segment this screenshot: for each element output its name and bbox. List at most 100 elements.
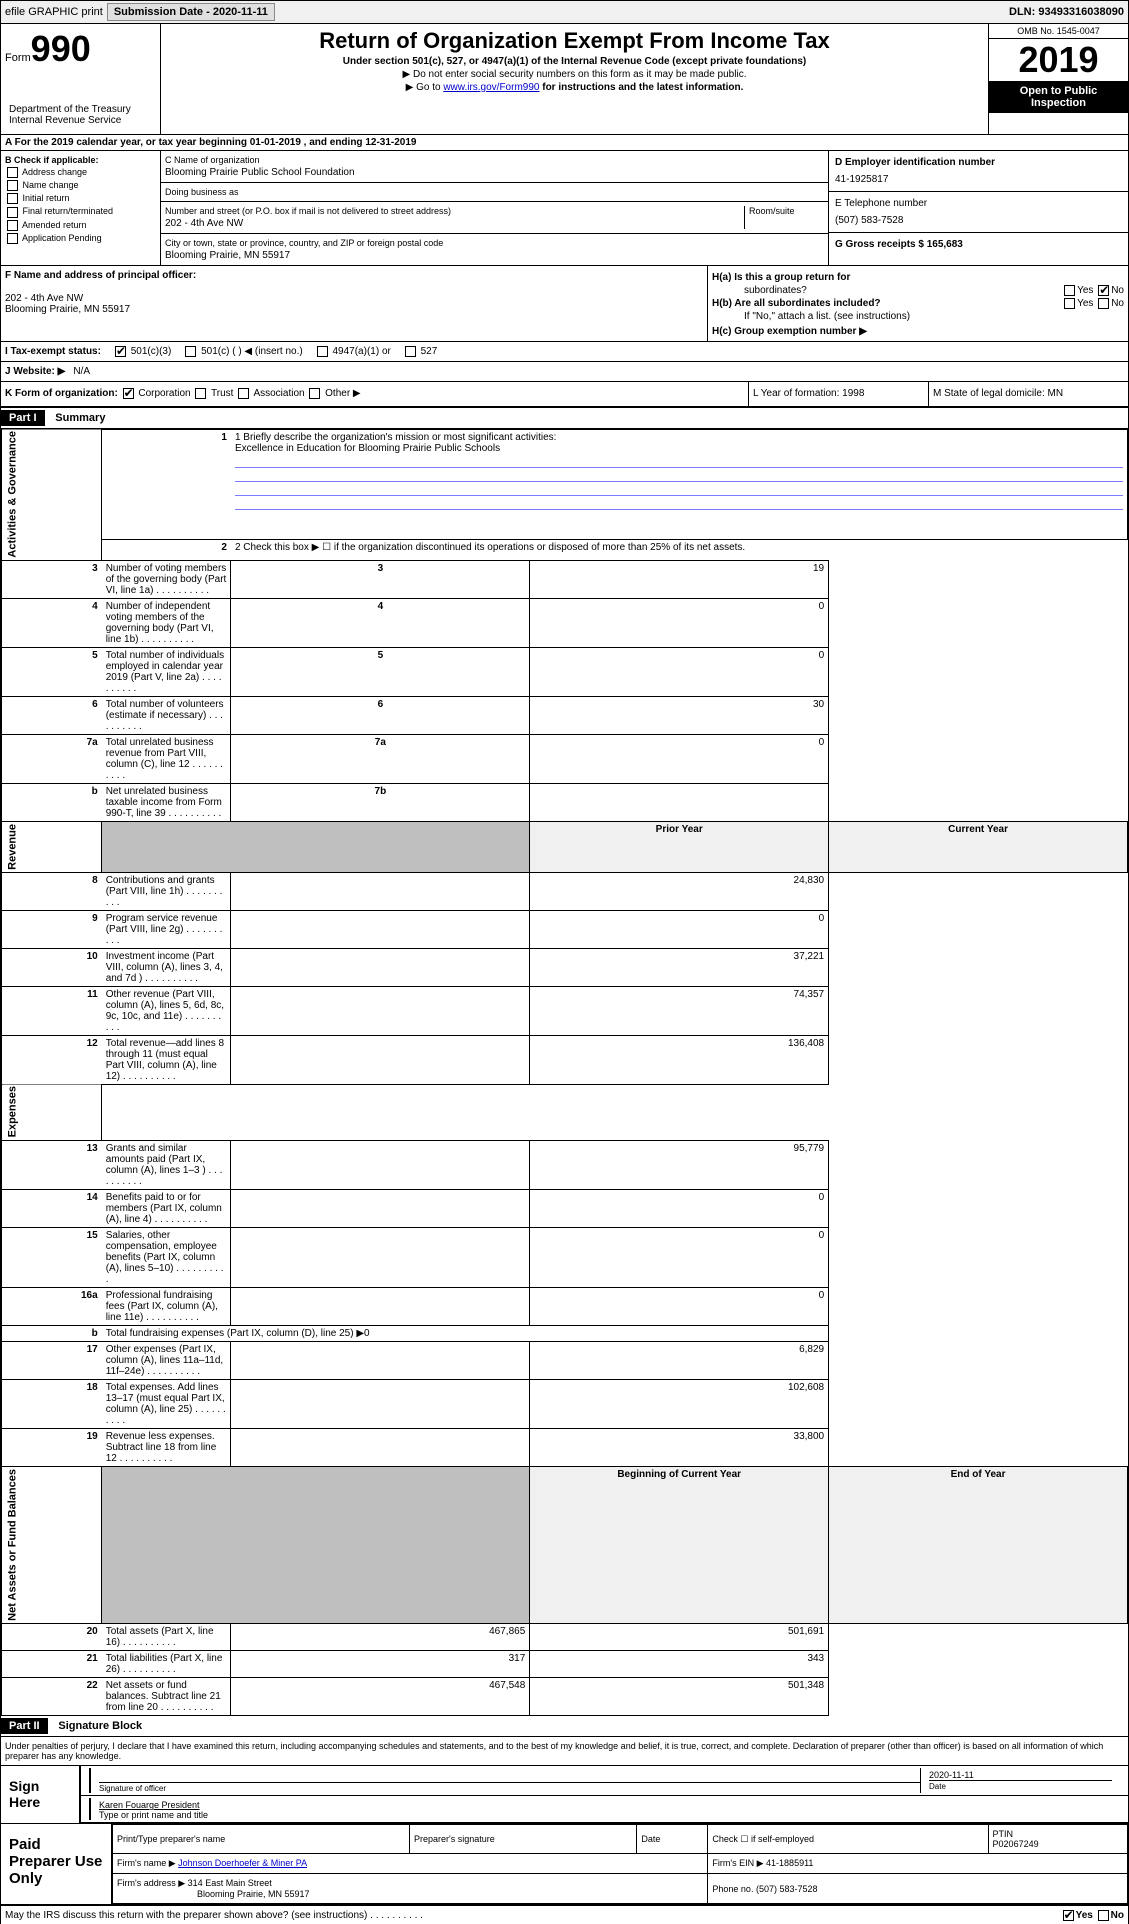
- ha-yes-checkbox[interactable]: [1064, 285, 1075, 296]
- row-val: 0: [530, 599, 829, 648]
- submission-date-button[interactable]: Submission Date - 2020-11-11: [107, 3, 275, 21]
- row-desc: Grants and similar amounts paid (Part IX…: [102, 1141, 231, 1190]
- sig-date-label: Date: [929, 1780, 1112, 1791]
- form-title: Return of Organization Exempt From Incom…: [165, 28, 984, 54]
- section-b: B Check if applicable: Address change Na…: [1, 151, 1128, 266]
- sig-officer-label: Signature of officer: [99, 1782, 920, 1793]
- row-colnum: 6: [231, 697, 530, 735]
- b-item-4: Amended return: [22, 220, 87, 230]
- row-prior: [231, 1035, 530, 1084]
- amended-return-checkbox[interactable]: [7, 220, 18, 231]
- org-name: Blooming Prairie Public School Foundatio…: [165, 167, 824, 178]
- b-item-3: Final return/terminated: [23, 206, 114, 216]
- ha-no-checkbox[interactable]: [1098, 285, 1109, 296]
- vlabel-exp: Expenses: [2, 1084, 102, 1140]
- row-prior: [231, 1380, 530, 1429]
- row-num: 11: [2, 986, 102, 1035]
- row-num: 18: [2, 1380, 102, 1429]
- corporation-checkbox[interactable]: [123, 388, 134, 399]
- part2-header: Part II: [1, 1718, 48, 1734]
- association-checkbox[interactable]: [238, 388, 249, 399]
- subtitle-3: ▶ Go to www.irs.gov/Form990 for instruct…: [165, 82, 984, 93]
- row-curr: 0: [530, 910, 829, 948]
- row-desc: Number of independent voting members of …: [102, 599, 231, 648]
- addr-label: Number and street (or P.O. box if mail i…: [165, 206, 744, 216]
- i1: 501(c)(3): [131, 346, 172, 357]
- tax-year: 2019: [989, 39, 1128, 81]
- 501c3-checkbox[interactable]: [115, 346, 126, 357]
- row-num: 3: [2, 561, 102, 599]
- sub3-pre: ▶ Go to: [406, 82, 444, 93]
- row-desc: Benefits paid to or for members (Part IX…: [102, 1190, 231, 1228]
- end-year-hdr: End of Year: [829, 1467, 1128, 1624]
- c-label: C Name of organization: [165, 155, 824, 165]
- hb-no-checkbox[interactable]: [1098, 298, 1109, 309]
- b-item-1: Name change: [23, 180, 79, 190]
- firm-name-link[interactable]: Johnson Doerhoefer & Miner PA: [178, 1858, 307, 1868]
- row-prior: [231, 986, 530, 1035]
- other-checkbox[interactable]: [309, 388, 320, 399]
- k-label: K Form of organization:: [5, 389, 118, 400]
- 527-checkbox[interactable]: [405, 346, 416, 357]
- perjury-text: Under penalties of perjury, I declare th…: [1, 1737, 1128, 1765]
- row-curr: 102,608: [530, 1380, 829, 1429]
- row-prior: 317: [231, 1651, 530, 1678]
- row-curr: 501,348: [530, 1678, 829, 1716]
- discuss-yes-checkbox[interactable]: [1063, 1910, 1074, 1921]
- irs-link[interactable]: www.irs.gov/Form990: [443, 82, 539, 93]
- application-pending-checkbox[interactable]: [7, 233, 18, 244]
- part2-header-row: Part II Signature Block: [1, 1716, 1128, 1737]
- signature-section: Under penalties of perjury, I declare th…: [1, 1737, 1128, 1824]
- trust-checkbox[interactable]: [195, 388, 206, 399]
- discuss-no-checkbox[interactable]: [1098, 1910, 1109, 1921]
- i2: 501(c) ( ) ◀ (insert no.): [201, 346, 303, 357]
- row-num: 16a: [2, 1288, 102, 1326]
- name-change-checkbox[interactable]: [7, 180, 18, 191]
- k4: Other ▶: [325, 389, 360, 400]
- e-label: E Telephone number: [835, 198, 1122, 209]
- row-val: [530, 784, 829, 822]
- city-state-zip: Blooming Prairie, MN 55917: [165, 250, 824, 261]
- b-item-0: Address change: [22, 167, 87, 177]
- final-return-checkbox[interactable]: [7, 207, 18, 218]
- row-curr: 74,357: [530, 986, 829, 1035]
- row-desc: Net assets or fund balances. Subtract li…: [102, 1678, 231, 1716]
- blank-hdr: [102, 822, 530, 873]
- row-desc: Total fundraising expenses (Part IX, col…: [102, 1326, 829, 1342]
- k1: Corporation: [138, 389, 190, 400]
- firm-addr2: Blooming Prairie, MN 55917: [117, 1889, 310, 1899]
- address-change-checkbox[interactable]: [7, 167, 18, 178]
- row-prior: 467,548: [231, 1678, 530, 1716]
- row-desc: Contributions and grants (Part VIII, lin…: [102, 872, 231, 910]
- row-num: b: [2, 784, 102, 822]
- b-item-2: Initial return: [23, 193, 70, 203]
- city-label: City or town, state or province, country…: [165, 238, 824, 248]
- telephone-value: (507) 583-7528: [835, 215, 1122, 226]
- ptin-value: P02067249: [993, 1839, 1039, 1849]
- officer-name: Karen Fouarge President: [99, 1800, 1120, 1810]
- firm-phone: Phone no. (507) 583-7528: [708, 1874, 1128, 1904]
- d-label: D Employer identification number: [835, 157, 1122, 168]
- tax-exempt-row: I Tax-exempt status: 501(c)(3) 501(c) ( …: [1, 342, 1128, 362]
- row-curr: 343: [530, 1651, 829, 1678]
- hb-yes-checkbox[interactable]: [1064, 298, 1075, 309]
- year-formation: L Year of formation: 1998: [748, 382, 928, 405]
- officer-addr1: 202 - 4th Ave NW: [5, 293, 703, 304]
- row-desc: Total liabilities (Part X, line 26): [102, 1651, 231, 1678]
- row-curr: 33,800: [530, 1429, 829, 1467]
- 4947-checkbox[interactable]: [317, 346, 328, 357]
- row-colnum: 7a: [231, 735, 530, 784]
- subtitle-2: ▶ Do not enter social security numbers o…: [165, 69, 984, 80]
- discuss-text: May the IRS discuss this return with the…: [5, 1910, 367, 1921]
- row-curr: 6,829: [530, 1342, 829, 1380]
- row-curr: 0: [530, 1228, 829, 1288]
- inspection-label: Open to Public Inspection: [989, 81, 1128, 113]
- vlabel-ag: Activities & Governance: [2, 429, 102, 561]
- initial-return-checkbox[interactable]: [7, 193, 18, 204]
- row-desc: Revenue less expenses. Subtract line 18 …: [102, 1429, 231, 1467]
- row-desc: Number of voting members of the governin…: [102, 561, 231, 599]
- row-desc: Total number of volunteers (estimate if …: [102, 697, 231, 735]
- 501c-checkbox[interactable]: [185, 346, 196, 357]
- row-colnum: 4: [231, 599, 530, 648]
- row-desc: Other revenue (Part VIII, column (A), li…: [102, 986, 231, 1035]
